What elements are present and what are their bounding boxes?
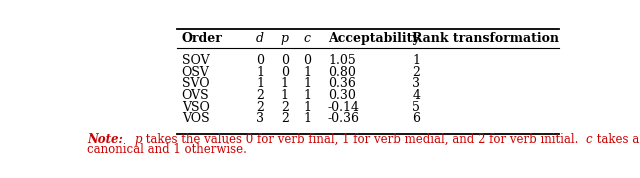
Text: 0.80: 0.80: [328, 66, 356, 78]
Text: SVO: SVO: [182, 77, 209, 90]
Text: Order: Order: [182, 32, 223, 45]
Text: 1: 1: [303, 77, 311, 90]
Text: 1: 1: [281, 77, 289, 90]
Text: 2: 2: [256, 101, 264, 114]
Text: 3: 3: [256, 112, 264, 125]
Text: 6: 6: [412, 112, 420, 125]
Text: takes a value of 0 if the order is: takes a value of 0 if the order is: [593, 133, 640, 146]
Text: Note:: Note:: [88, 133, 124, 146]
Text: 1.05: 1.05: [328, 54, 356, 67]
Text: 0: 0: [256, 54, 264, 67]
Text: 1: 1: [256, 77, 264, 90]
Text: 2: 2: [281, 101, 289, 114]
Text: 0: 0: [303, 54, 311, 67]
Text: c: c: [586, 133, 593, 146]
Text: 1: 1: [303, 89, 311, 102]
Text: 1: 1: [303, 66, 311, 78]
Text: 0.36: 0.36: [328, 77, 356, 90]
Text: 0: 0: [281, 54, 289, 67]
Text: p: p: [134, 133, 142, 146]
Text: OVS: OVS: [182, 89, 209, 102]
Text: 1: 1: [303, 112, 311, 125]
Text: 0.30: 0.30: [328, 89, 356, 102]
Text: -0.36: -0.36: [328, 112, 360, 125]
Text: 2: 2: [412, 66, 420, 78]
Text: Rank transformation: Rank transformation: [412, 32, 559, 45]
Text: takes the values 0 for verb final, 1 for verb medial, and 2 for verb initial.: takes the values 0 for verb final, 1 for…: [142, 133, 586, 146]
Text: VOS: VOS: [182, 112, 209, 125]
Text: 3: 3: [412, 77, 420, 90]
Text: 0: 0: [281, 66, 289, 78]
Text: 1: 1: [256, 66, 264, 78]
Text: 1: 1: [281, 89, 289, 102]
Text: VSO: VSO: [182, 101, 209, 114]
Text: canonical and 1 otherwise.: canonical and 1 otherwise.: [88, 143, 247, 156]
Text: OSV: OSV: [182, 66, 209, 78]
Text: 1: 1: [412, 54, 420, 67]
Text: d: d: [256, 32, 264, 45]
Text: 4: 4: [412, 89, 420, 102]
Text: p: p: [281, 32, 289, 45]
Text: 2: 2: [281, 112, 289, 125]
Text: -0.14: -0.14: [328, 101, 360, 114]
Text: SOV: SOV: [182, 54, 209, 67]
Text: Acceptability: Acceptability: [328, 32, 420, 45]
Text: 5: 5: [412, 101, 420, 114]
Text: 1: 1: [303, 101, 311, 114]
Text: 2: 2: [256, 89, 264, 102]
Text: c: c: [303, 32, 310, 45]
